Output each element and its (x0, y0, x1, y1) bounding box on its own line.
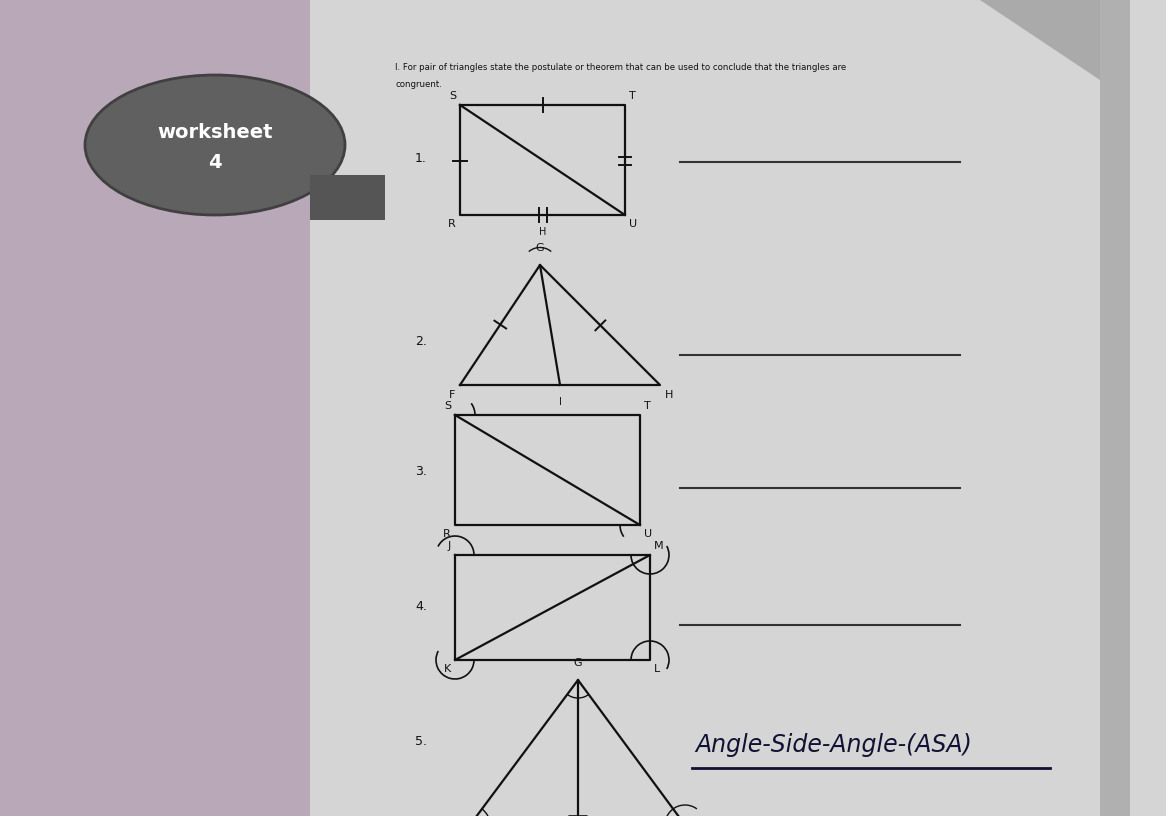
Text: 3.: 3. (415, 465, 427, 478)
Text: worksheet: worksheet (157, 123, 273, 143)
Text: G: G (535, 243, 545, 253)
Text: H: H (539, 227, 546, 237)
Text: L: L (654, 664, 660, 674)
Text: M: M (654, 541, 663, 551)
Text: J: J (448, 541, 451, 551)
Text: 4.: 4. (415, 600, 427, 613)
Text: 1.: 1. (415, 152, 427, 165)
Text: U: U (628, 219, 637, 229)
Bar (310, 175, 385, 220)
Text: 4: 4 (209, 153, 222, 172)
Text: S: S (444, 401, 451, 411)
Bar (1100, 0, 1130, 816)
Text: T: T (644, 401, 651, 411)
Text: I: I (559, 397, 562, 407)
Text: F: F (449, 390, 455, 400)
Text: R: R (448, 219, 456, 229)
Text: 5.: 5. (415, 735, 427, 748)
Bar (310, 0, 1166, 816)
Text: 2.: 2. (415, 335, 427, 348)
Text: H: H (665, 390, 674, 400)
Text: Angle-Side-Angle-(ASA): Angle-Side-Angle-(ASA) (695, 733, 972, 757)
Text: I. For pair of triangles state the postulate or theorem that can be used to conc: I. For pair of triangles state the postu… (395, 63, 847, 72)
Text: U: U (644, 529, 652, 539)
Text: T: T (628, 91, 635, 101)
Text: R: R (443, 529, 451, 539)
Text: S: S (449, 91, 456, 101)
Text: G: G (574, 658, 582, 668)
Text: K: K (444, 664, 451, 674)
Text: congruent.: congruent. (395, 80, 442, 89)
Ellipse shape (85, 75, 345, 215)
Polygon shape (979, 0, 1100, 80)
